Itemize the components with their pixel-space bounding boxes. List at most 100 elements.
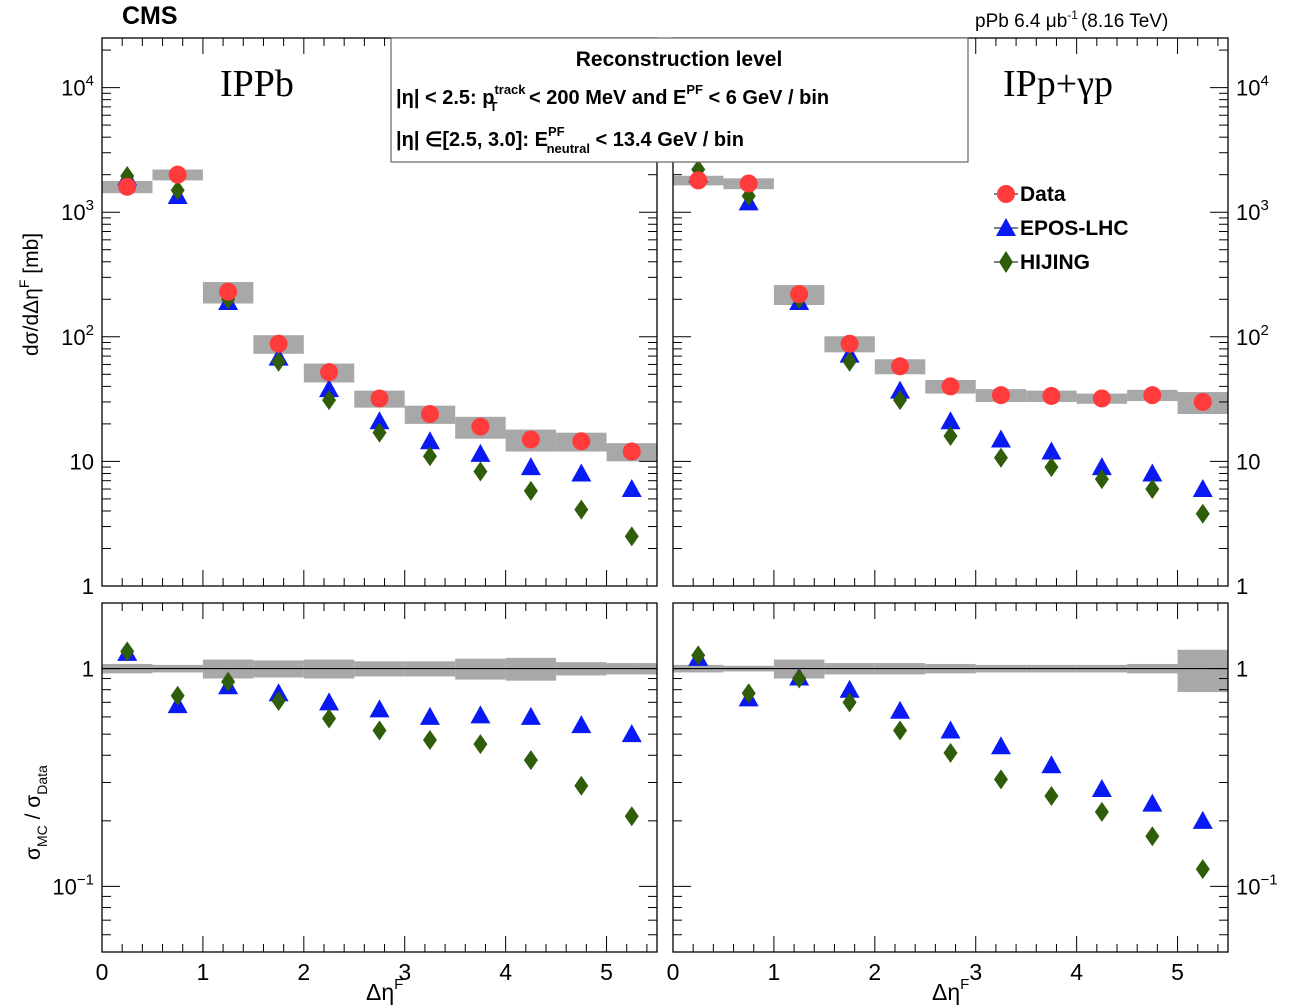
data-point — [739, 174, 758, 193]
ratio-epos-point — [940, 720, 961, 739]
panel-ppb: 0 1 2 3 4 5 1 10 102 103 104 1 10−1 — [52, 37, 658, 985]
epos-point — [470, 443, 491, 462]
ratio-hijing-point — [943, 742, 958, 763]
ratio-hijing-point — [473, 734, 488, 755]
ratio-hijing-point — [1044, 786, 1059, 807]
epos-point — [1041, 441, 1062, 460]
data-point — [320, 363, 339, 382]
ratio-hijing-point — [842, 692, 857, 713]
ratio-syst-band — [1177, 649, 1228, 693]
data-point — [521, 430, 540, 449]
ratio-hijing-point — [120, 641, 135, 662]
top-y-axis-title: dσ/dΔηF [mb] — [16, 233, 43, 356]
data-point — [1042, 386, 1061, 405]
hijing-point — [893, 390, 908, 411]
ratio-hijing-point — [691, 645, 706, 666]
hijing-point — [1094, 469, 1109, 490]
ratio-hijing-point — [1145, 826, 1160, 847]
ratio-hijing-point — [893, 720, 908, 741]
ratio-syst-band — [505, 657, 557, 681]
info-box-line2: |η| ∈[2.5, 3.0]: EPF neutral < 13.4 GeV /… — [396, 124, 744, 156]
x-tick-label: 0 — [96, 959, 109, 985]
lumi-label: pPb 6.4 μb-1 (8.16 TeV) — [975, 8, 1168, 32]
x-tick-label: 2 — [297, 959, 310, 985]
epos-point — [940, 411, 961, 430]
x-tick-label: 4 — [499, 959, 512, 985]
ratio-hijing-point — [271, 690, 286, 711]
ratio-epos-point — [369, 699, 390, 718]
hijing-point — [523, 480, 538, 501]
right-x-axis-title: ΔηF — [932, 976, 969, 1005]
ratio-epos-point — [621, 724, 642, 743]
legend-label-data: Data — [1020, 183, 1066, 206]
data-point — [1143, 386, 1162, 405]
ratio-hijing-point — [1094, 801, 1109, 822]
y-tick-label: 103 — [61, 197, 94, 225]
x-tick-label: 2 — [868, 959, 881, 985]
ratio-hijing-point — [322, 708, 337, 729]
hijing-point — [943, 425, 958, 446]
x-tick-label: 1 — [197, 959, 210, 985]
data-point — [991, 386, 1010, 405]
epos-point — [621, 479, 642, 498]
ratio-epos-point — [419, 706, 440, 725]
y-tick-label: 10 — [70, 449, 94, 474]
hijing-point — [842, 351, 857, 372]
data-point — [622, 442, 641, 461]
left-panel-label: IPPb — [220, 63, 294, 105]
ratio-hijing-point — [741, 683, 756, 704]
ratio-y-tick-label: 10−1 — [1236, 871, 1278, 899]
y-tick-label: 1 — [82, 574, 94, 599]
bottom-y-axis-title: σMC / σData — [22, 765, 50, 860]
ratio-epos-point — [839, 679, 860, 698]
hijing-point — [422, 446, 437, 467]
top-frame — [101, 37, 658, 587]
legend-marker-epos — [996, 218, 1016, 236]
hijing-point — [170, 180, 185, 201]
y-tick-label: 103 — [1236, 197, 1269, 225]
bottom-frame — [101, 602, 658, 953]
legend-item-epos: EPOS-LHC — [994, 217, 1129, 240]
ratio-epos-point — [1041, 755, 1062, 774]
y-tick-label: 102 — [1236, 322, 1269, 350]
ratio-hijing-point — [523, 750, 538, 771]
x-tick-label: 3 — [398, 959, 411, 985]
data-point — [790, 285, 809, 304]
ratio-hijing-point — [792, 668, 807, 689]
ratio-epos-point — [571, 715, 592, 734]
y-tick-label: 102 — [61, 322, 94, 350]
epos-point — [419, 431, 440, 450]
svg-text:pPb 6.4 μb-1(8.16 TeV): pPb 6.4 μb-1 (8.16 TeV) — [975, 8, 1168, 32]
data-point — [572, 432, 591, 451]
hijing-point — [993, 447, 1008, 468]
ratio-hijing-point — [372, 720, 387, 741]
data-point — [1092, 389, 1111, 408]
info-box-frame — [390, 37, 969, 163]
hijing-point — [372, 422, 387, 443]
ratio-epos-point — [1091, 779, 1112, 798]
experiment-label: CMS — [122, 2, 178, 30]
ratio-epos-point — [890, 700, 911, 719]
hijing-point — [473, 461, 488, 482]
info-box-line1: |η| < 2.5: ptrack T < 200 MeV and EPF < 6… — [396, 82, 829, 114]
ratio-epos-point — [520, 706, 541, 725]
legend-marker-hijing — [999, 251, 1013, 273]
data-point — [219, 282, 238, 301]
data-point — [471, 417, 490, 436]
hijing-point — [322, 390, 337, 411]
ratio-hijing-point — [1195, 859, 1210, 880]
ratio-y-tick-label: 1 — [82, 657, 94, 682]
panel-pp-gamma-p: 0 1 2 3 4 5 1 10 102 103 104 1 10−1 — [667, 37, 1278, 985]
epos-point — [1142, 463, 1163, 482]
ratio-epos-point — [319, 692, 340, 711]
hijing-point — [624, 526, 639, 547]
epos-point — [520, 457, 541, 476]
data-point — [370, 389, 389, 408]
lumi-exp: -1 — [1067, 8, 1078, 22]
legend-marker-data — [997, 185, 1015, 203]
x-tick-label: 0 — [667, 959, 680, 985]
epos-point — [890, 380, 911, 399]
x-tick-label: 5 — [1171, 959, 1184, 985]
